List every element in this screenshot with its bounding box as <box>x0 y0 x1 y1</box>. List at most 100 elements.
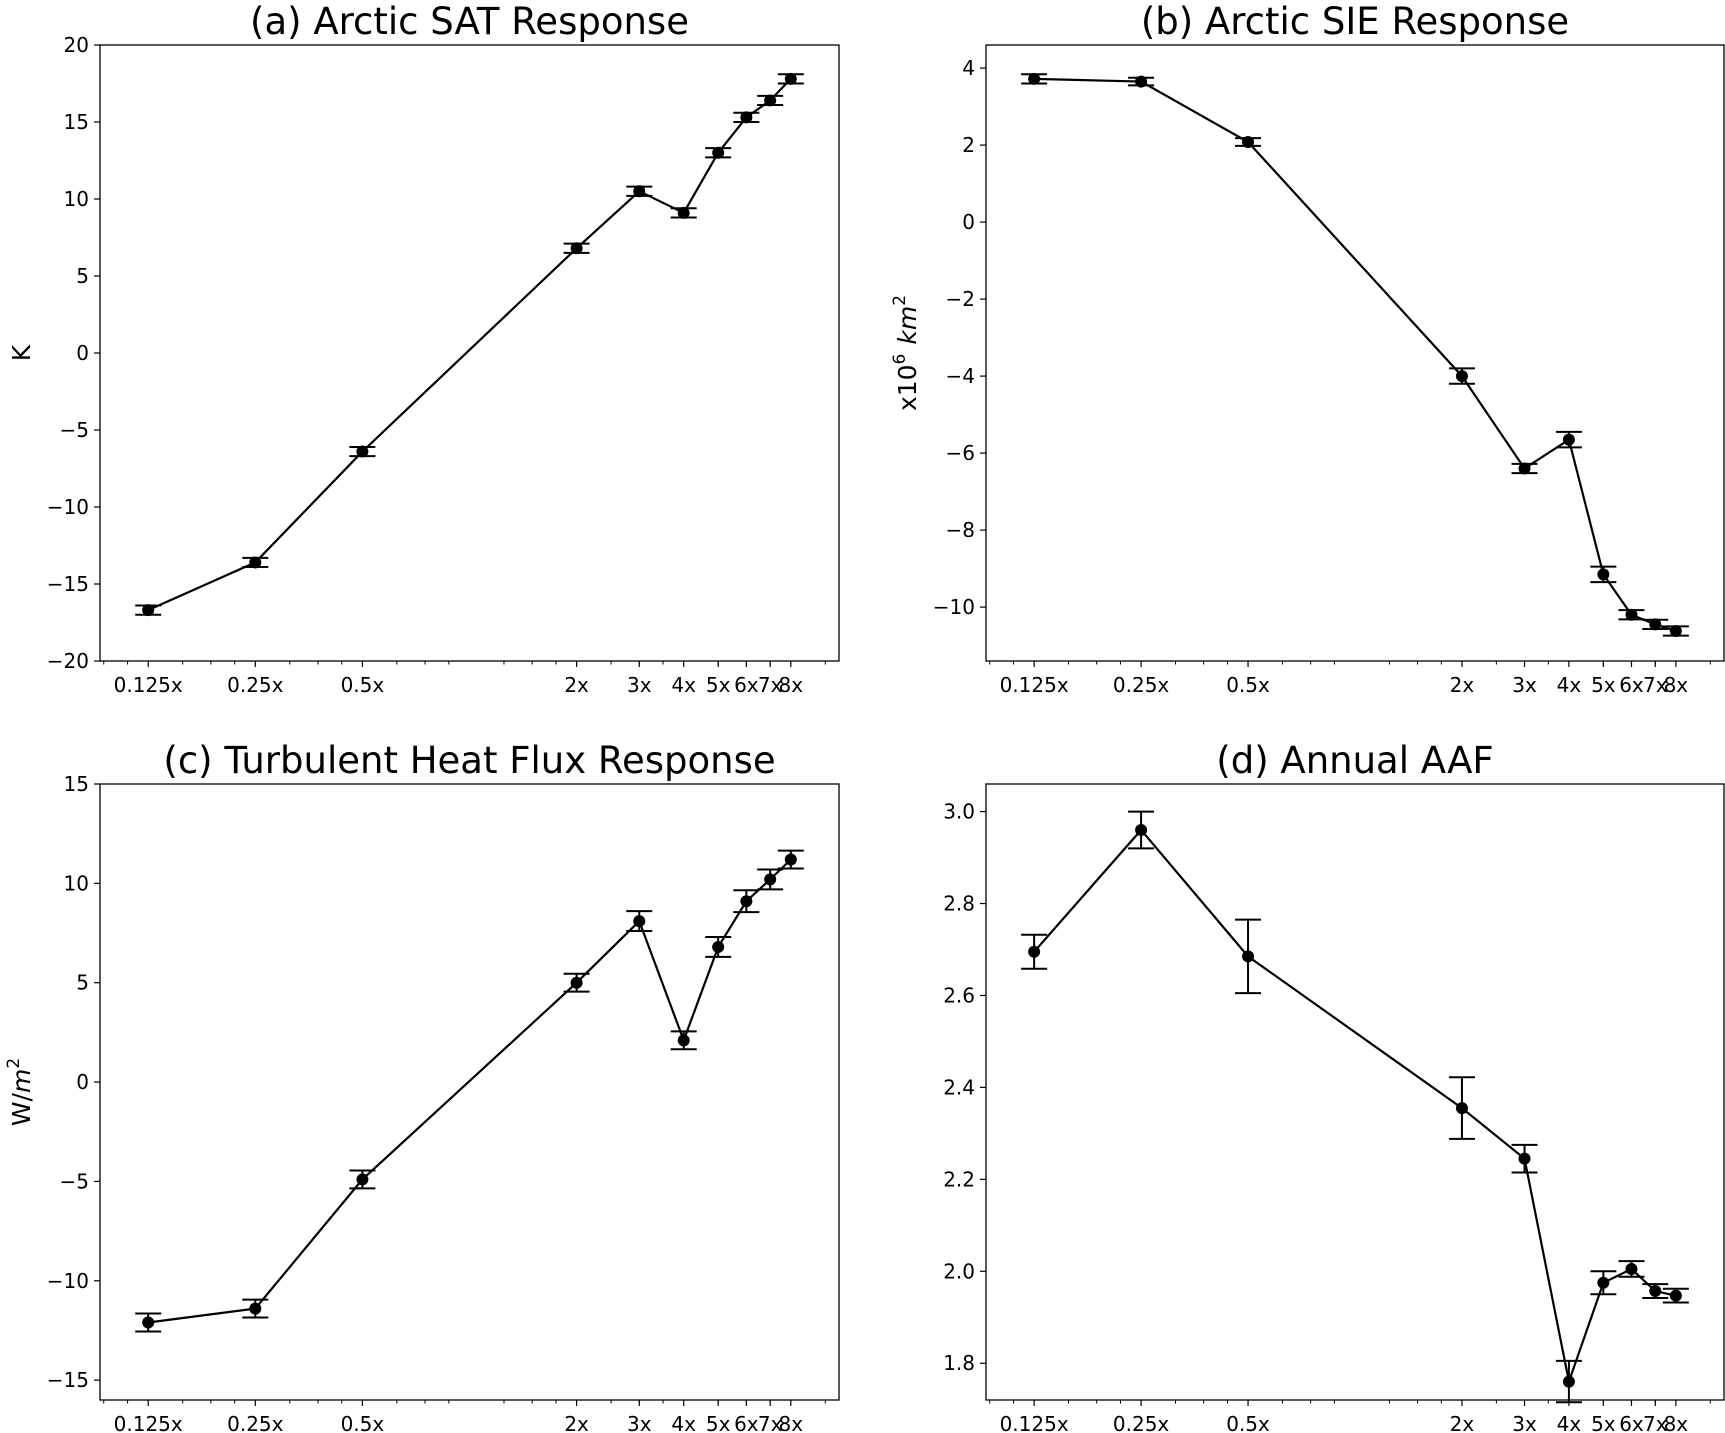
data-point <box>1242 950 1255 963</box>
x-tick-label: 2x <box>564 673 589 697</box>
panel-a-sat: (a) Arctic SAT Response K −20 −15 −10 −5 0 5 1… <box>7 0 840 697</box>
data-point <box>764 873 777 886</box>
series-line <box>1033 828 1677 1386</box>
y-axis-label: x106 km2 <box>890 295 922 411</box>
x-tick-label: 0.5x <box>1226 673 1270 697</box>
x-tick-label: 5x <box>1591 673 1616 697</box>
data-point <box>633 915 646 928</box>
y-tick-label: 2.0 <box>943 1259 975 1283</box>
x-tick-label: 7x <box>1643 673 1668 697</box>
x-tick-label: 0.25x <box>1113 1412 1170 1433</box>
series-line <box>148 858 792 1324</box>
x-tick-label: 3x <box>627 673 652 697</box>
data-point <box>1028 945 1041 958</box>
data-point <box>633 185 646 198</box>
y-tick-label: 5 <box>76 971 89 995</box>
y-tick-label: 1.8 <box>943 1351 975 1375</box>
y-tick-label: −4 <box>946 364 975 388</box>
x-tick-label: 5x <box>706 673 731 697</box>
data-point <box>356 445 369 458</box>
y-axis-label-prefix: W/ <box>7 1092 36 1126</box>
y-tick-label: 2 <box>962 133 975 157</box>
y-tick-label: −8 <box>946 518 975 542</box>
x-tick-label: 0.5x <box>341 1412 385 1433</box>
x-tick-label: 2x <box>1450 673 1475 697</box>
data-point <box>1597 1276 1610 1289</box>
data-point <box>677 1034 690 1047</box>
x-tick-label: 3x <box>627 1412 652 1433</box>
data-point <box>677 206 690 219</box>
x-tick-label: 6x <box>1619 673 1644 697</box>
x-tick-label: 7x <box>758 673 783 697</box>
data-point <box>1649 1285 1662 1298</box>
x-tick-label: 2x <box>1450 1412 1475 1433</box>
y-tick-label: 3.0 <box>943 800 975 824</box>
x-tick-label: 0.5x <box>341 673 385 697</box>
x-tick-label: 4x <box>1557 1412 1582 1433</box>
y-axis-label-unit: m <box>7 1069 36 1093</box>
x-tick-label: 7x <box>1643 1412 1668 1433</box>
chart-title: (c) Turbulent Heat Flux Response <box>163 739 775 782</box>
x-tick-label: 0.125x <box>114 673 183 697</box>
data-point <box>1669 624 1682 637</box>
y-axis-label-unit-sup: 2 <box>4 1058 24 1069</box>
x-tick-label: 8x <box>779 1412 804 1433</box>
y-tick-label: 2.2 <box>943 1167 975 1191</box>
series-line <box>147 78 792 612</box>
data-point <box>1242 136 1255 149</box>
x-tick-label: 0.25x <box>227 673 284 697</box>
panel-c-heat-flux: (c) Turbulent Heat Flux Response W/m2 −1… <box>4 739 840 1433</box>
axes-frame <box>985 44 1725 662</box>
data-point <box>1649 618 1662 631</box>
data-point <box>712 940 725 953</box>
y-tick-label: −15 <box>47 1368 89 1392</box>
data-point <box>1518 1152 1531 1165</box>
data-point <box>1455 1102 1468 1115</box>
y-tick-label: 0 <box>962 210 975 234</box>
x-tick-label: 4x <box>671 673 696 697</box>
y-tick-label: 0 <box>76 1070 89 1094</box>
y-tick-label: −10 <box>47 1269 89 1293</box>
data-point <box>1562 1375 1575 1388</box>
data-point <box>1597 568 1610 581</box>
y-axis-label: W/m2 <box>4 1058 36 1126</box>
axes-frame <box>99 783 840 1401</box>
axes-frame <box>99 44 840 662</box>
chart-title: (d) Annual AAF <box>1216 739 1493 782</box>
data-point <box>1135 75 1148 88</box>
data-point <box>249 1302 262 1315</box>
data-point <box>1625 608 1638 621</box>
data-point <box>570 976 583 989</box>
y-tick-label: 4 <box>962 56 975 80</box>
data-point <box>356 1173 369 1186</box>
x-tick-label: 8x <box>779 673 804 697</box>
data-point <box>784 853 797 866</box>
data-point <box>142 604 155 617</box>
x-tick-label: 4x <box>1557 673 1582 697</box>
chart-title: (b) Arctic SIE Response <box>1141 0 1569 43</box>
y-tick-label: 10 <box>64 187 89 211</box>
y-axis-label: K <box>7 344 36 361</box>
y-tick-label: −10 <box>47 495 89 519</box>
y-tick-label: −10 <box>933 595 975 619</box>
y-tick-label: −6 <box>946 441 975 465</box>
panel-b-sie: (b) Arctic SIE Response x106km2 −10 −8 −6 −… <box>890 0 1725 697</box>
x-tick-label: 0.125x <box>1000 673 1069 697</box>
data-point <box>740 895 753 908</box>
x-tick-label: 4x <box>671 1412 696 1433</box>
y-tick-label: 0 <box>76 341 89 365</box>
x-tick-label: 0.25x <box>227 1412 284 1433</box>
x-tick-label: 6x <box>734 673 759 697</box>
x-tick-label: 5x <box>706 1412 731 1433</box>
x-tick-label: 0.25x <box>1113 673 1170 697</box>
data-point <box>1135 823 1148 836</box>
x-tick-label: 7x <box>758 1412 783 1433</box>
x-tick-label: 5x <box>1591 1412 1616 1433</box>
chart-title: (a) Arctic SAT Response <box>250 0 689 43</box>
x-tick-label: 2x <box>564 1412 589 1433</box>
x-tick-label: 3x <box>1512 1412 1537 1433</box>
x-tick-label: 3x <box>1512 673 1537 697</box>
y-tick-label: 15 <box>64 772 89 796</box>
y-axis-label-unit: km <box>893 306 922 345</box>
